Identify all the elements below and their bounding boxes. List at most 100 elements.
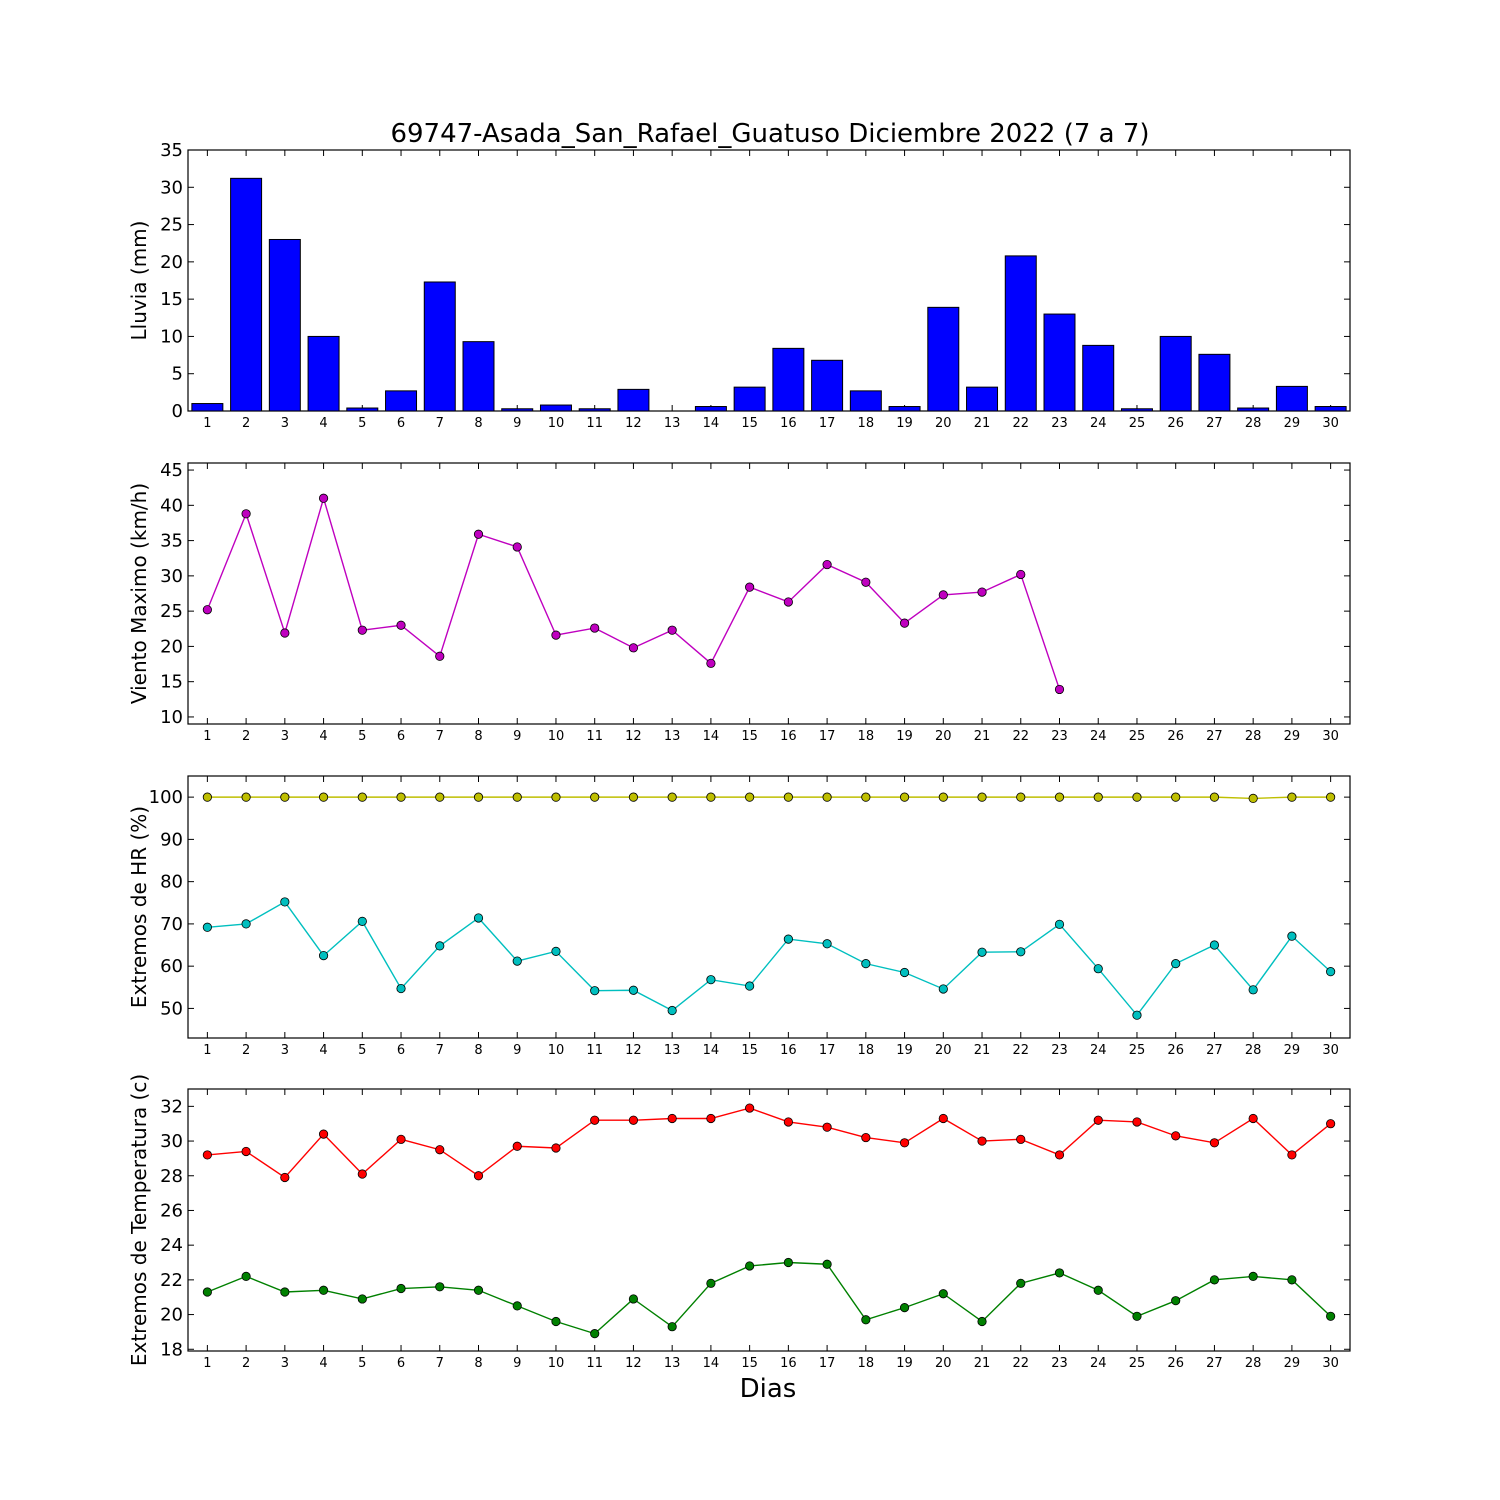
wind-x-tick-label: 29 (1284, 729, 1301, 744)
wind-x-tick-label: 26 (1167, 729, 1184, 744)
rain-x-tick-label: 16 (780, 416, 797, 431)
rain-bar (1275, 385, 1308, 412)
temperature-point (783, 1117, 793, 1127)
wind-x-tick-label: 23 (1051, 729, 1068, 744)
humidity-y-tick-label: 60 (160, 956, 183, 977)
rain-bar (927, 306, 960, 412)
temperature-y-tick-label: 28 (160, 1166, 183, 1187)
wind-point (318, 493, 329, 503)
humidity-point (512, 956, 522, 966)
humidity-x-tick-label: 6 (397, 1043, 405, 1058)
humidity-x-tick-label: 23 (1051, 1043, 1068, 1058)
temperature-x-tick-label: 21 (974, 1356, 991, 1371)
temperature-point (822, 1122, 832, 1132)
humidity-point (783, 792, 793, 802)
humidity-point (357, 916, 367, 926)
wind-x-tick-label: 22 (1012, 729, 1029, 744)
rain-bar (385, 390, 418, 412)
temperature-point (1326, 1119, 1336, 1129)
wind-point (435, 651, 445, 661)
wind-x-tick-label: 13 (664, 729, 681, 744)
temperature-point (1209, 1275, 1220, 1285)
wind-x-tick-label: 14 (703, 729, 720, 744)
wind-x-tick-label: 28 (1245, 729, 1262, 744)
rain-bar (617, 388, 650, 412)
temperature-series-line (207, 1261, 1332, 1335)
humidity-x-tick-label: 25 (1129, 1043, 1146, 1058)
wind-x-tick-label: 17 (819, 729, 836, 744)
temperature-point (1326, 1311, 1336, 1321)
humidity-point (1016, 792, 1026, 802)
temperature-point (1248, 1271, 1258, 1281)
wind-point (745, 582, 755, 592)
temperature-point (938, 1289, 948, 1299)
temperature-x-tick-label: 5 (358, 1356, 366, 1371)
wind-point (667, 625, 677, 635)
temperature-point (706, 1113, 716, 1124)
humidity-point (396, 792, 406, 802)
humidity-point (861, 792, 871, 802)
temperature-point (1287, 1150, 1297, 1160)
humidity-point (706, 975, 716, 985)
temperature-y-tick-label: 32 (160, 1096, 183, 1117)
temperature-x-tick-label: 8 (474, 1356, 482, 1371)
humidity-point (1093, 964, 1103, 974)
rain-bar (694, 406, 727, 412)
temperature-x-tick-label: 19 (896, 1356, 913, 1371)
rain-x-tick-label: 2 (242, 416, 250, 431)
humidity-point (590, 792, 600, 802)
wind-y-tick-label: 15 (160, 672, 183, 693)
temperature-y-tick-label: 30 (160, 1131, 183, 1152)
humidity-point (473, 792, 484, 802)
temperature-point (899, 1303, 910, 1313)
wind-point (938, 590, 948, 600)
humidity-y-tick-label: 90 (160, 829, 183, 850)
wind-y-tick-label: 40 (160, 495, 183, 516)
rain-bar (230, 177, 263, 412)
temperature-x-tick-label: 25 (1129, 1356, 1146, 1371)
temperature-point (1209, 1138, 1220, 1148)
rain-bar (578, 408, 611, 412)
humidity-point (318, 792, 329, 802)
rain-x-tick-label: 26 (1167, 416, 1184, 431)
temperature-plot-frame (187, 1088, 1351, 1352)
rain-x-tick-label: 24 (1090, 416, 1107, 431)
rain-y-tick-label: 35 (160, 140, 183, 161)
humidity-point (590, 986, 600, 996)
temperature-y-tick-label: 18 (160, 1339, 183, 1360)
humidity-point (938, 984, 948, 994)
wind-x-tick-label: 6 (397, 729, 405, 744)
humidity-point (745, 981, 755, 991)
humidity-y-tick-label: 100 (149, 787, 183, 808)
humidity-point (783, 934, 793, 944)
humidity-point (435, 941, 445, 951)
temperature-y-tick-label: 20 (160, 1305, 183, 1326)
wind-point (512, 542, 522, 552)
temperature-point (745, 1103, 755, 1113)
rain-x-tick-label: 19 (896, 416, 913, 431)
wind-point (977, 587, 987, 597)
wind-point (280, 628, 290, 638)
temperature-point (318, 1129, 329, 1139)
temperature-point (783, 1257, 793, 1268)
rain-bar (811, 359, 844, 412)
wind-x-tick-label: 5 (358, 729, 366, 744)
humidity-point (473, 913, 484, 923)
humidity-point (822, 939, 832, 949)
humidity-x-tick-label: 12 (625, 1043, 642, 1058)
temperature-point (977, 1316, 987, 1327)
temperature-point (590, 1115, 600, 1125)
temperature-point (899, 1138, 910, 1148)
temperature-point (861, 1315, 871, 1325)
wind-y-tick-label: 25 (160, 601, 183, 622)
rain-x-tick-label: 6 (397, 416, 405, 431)
wind-x-tick-label: 18 (858, 729, 875, 744)
humidity-point (667, 792, 677, 802)
humidity-point (1171, 792, 1181, 802)
humidity-x-tick-label: 4 (319, 1043, 327, 1058)
temperature-point (396, 1283, 406, 1294)
humidity-point (1093, 792, 1103, 802)
